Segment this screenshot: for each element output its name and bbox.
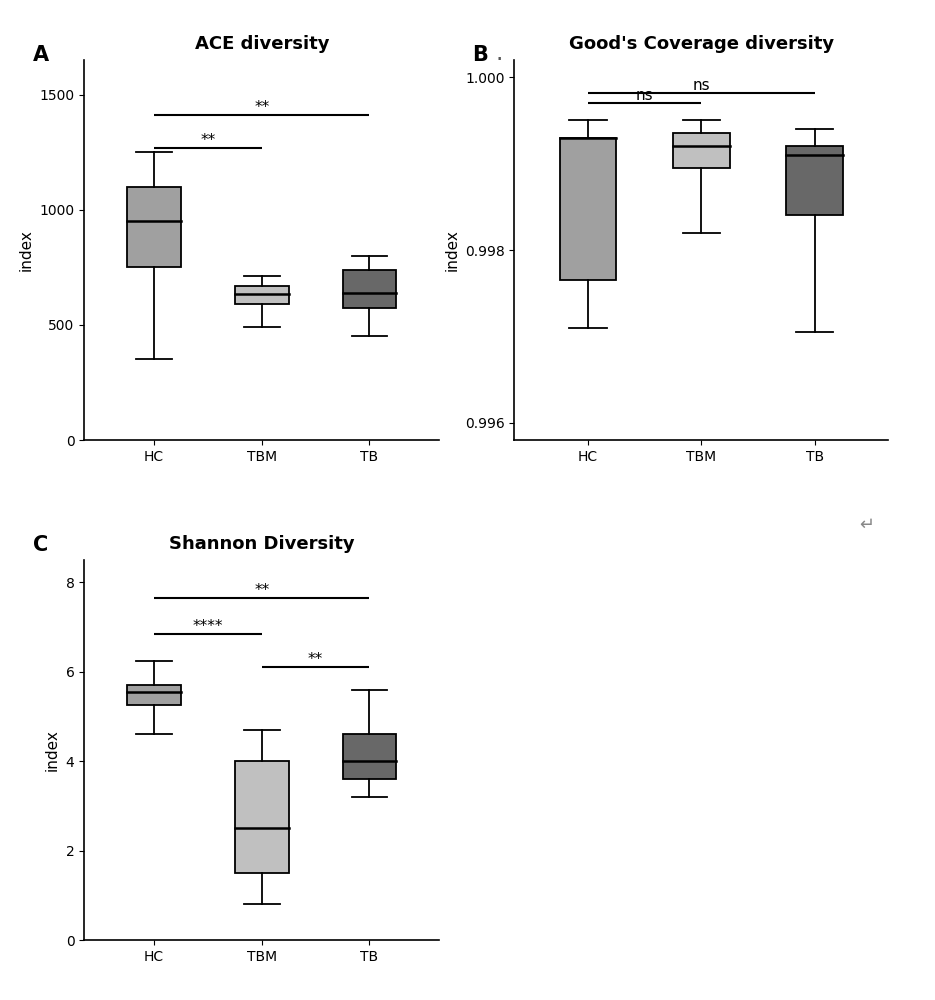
Text: **: ** (200, 133, 216, 148)
Text: B: B (472, 45, 488, 65)
Bar (673, 133, 729, 168)
Y-axis label: index: index (19, 229, 34, 271)
Bar (127, 187, 181, 267)
Text: ns: ns (636, 88, 654, 103)
Title: ACE diversity: ACE diversity (194, 35, 329, 53)
Text: C: C (33, 535, 48, 555)
Bar (235, 286, 289, 304)
Bar (786, 146, 843, 215)
Text: ns: ns (693, 78, 710, 93)
Bar (559, 138, 616, 280)
Y-axis label: index: index (45, 729, 60, 771)
Text: ↵: ↵ (859, 516, 874, 534)
Title: Good's Coverage diversity: Good's Coverage diversity (568, 35, 834, 53)
Text: ****: **** (193, 619, 223, 634)
Text: **: ** (254, 100, 269, 115)
Text: ·: · (496, 48, 503, 72)
Bar (235, 761, 289, 873)
Text: **: ** (308, 652, 324, 667)
Text: A: A (33, 45, 49, 65)
Bar (342, 734, 396, 779)
Bar (127, 685, 181, 705)
Y-axis label: index: index (444, 229, 459, 271)
Bar (342, 270, 396, 308)
Title: Shannon Diversity: Shannon Diversity (169, 535, 354, 553)
Text: **: ** (254, 583, 269, 598)
